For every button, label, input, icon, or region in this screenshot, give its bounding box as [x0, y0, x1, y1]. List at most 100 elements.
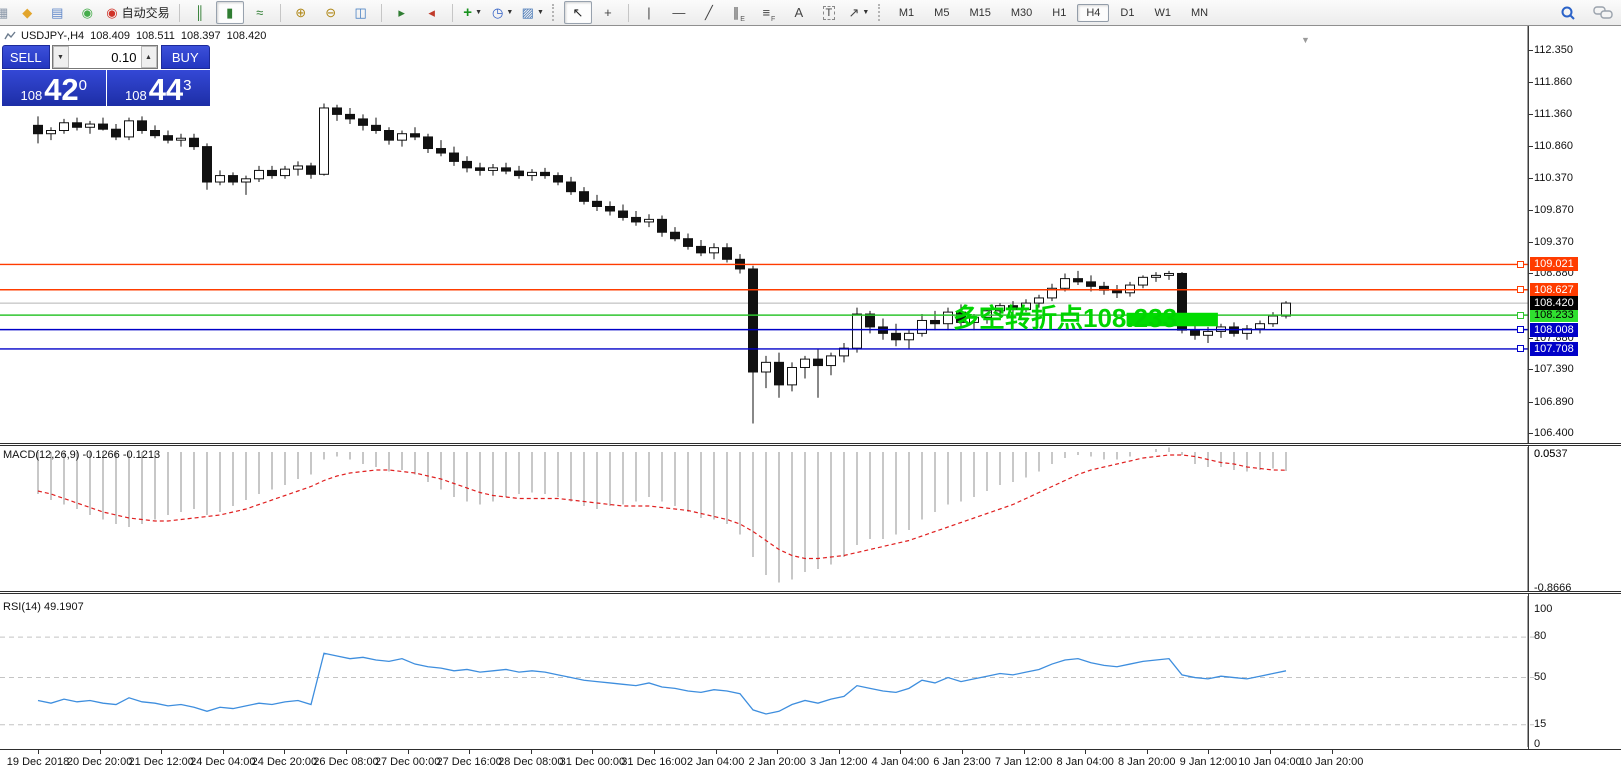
- macd-canvas[interactable]: [0, 447, 1621, 591]
- time-axis-label: 10 Jan 04:00: [1238, 756, 1302, 768]
- chart-page-icon[interactable]: ▤: [43, 1, 71, 24]
- timeframe-MN[interactable]: MN: [1190, 6, 1209, 19]
- dropdown-arrow-icon[interactable]: ▼: [862, 9, 870, 16]
- lot-increase-button[interactable]: ▲: [140, 46, 157, 68]
- panel-splitter[interactable]: [0, 591, 1621, 594]
- timeframe-M15[interactable]: M15: [969, 6, 991, 19]
- timeframe-D1[interactable]: D1: [1120, 6, 1135, 19]
- candle: [904, 330, 914, 350]
- dropdown-arrow-icon[interactable]: ▼: [506, 9, 514, 16]
- candle: [618, 204, 628, 221]
- dropdown-arrow-icon[interactable]: ▼: [475, 9, 482, 16]
- candle: [137, 116, 147, 134]
- level-line-handle[interactable]: [1517, 260, 1524, 268]
- buy-button[interactable]: BUY: [160, 45, 210, 69]
- buy-quote[interactable]: 108 44 3: [106, 70, 210, 107]
- chart-window-icon[interactable]: ▦: [0, 1, 11, 24]
- autotrade-icon[interactable]: ◉ 自动交易: [103, 1, 172, 24]
- chart-shift-marker[interactable]: ▼: [1301, 35, 1310, 45]
- turning-point-annotation[interactable]: 多空转折点108.233: [953, 303, 1177, 334]
- timeframe-H4[interactable]: H4: [1077, 3, 1110, 22]
- time-axis-tick: [38, 750, 39, 754]
- equidistant-channel-icon[interactable]: ∥ E: [732, 4, 745, 24]
- rsi-label: RSI(14) 49.1907: [3, 601, 84, 613]
- price-axis-tick: [1528, 209, 1533, 211]
- zoom-in-icon[interactable]: ⊕: [287, 1, 315, 24]
- line-chart-icon: ≈: [256, 5, 264, 20]
- auto-scroll-icon[interactable]: ▸: [388, 1, 416, 24]
- bar-chart-icon[interactable]: ║: [186, 1, 214, 24]
- cursor-icon[interactable]: ↖: [563, 1, 592, 24]
- macd-label: MACD(12,26,9) -0.1266 -0.1213: [3, 449, 161, 461]
- candle: [241, 175, 251, 195]
- toolbar-separator: [279, 3, 281, 22]
- candle: [1086, 275, 1096, 292]
- time-axis-tick: [1208, 750, 1210, 754]
- candle: [475, 162, 485, 176]
- timeframe-M30[interactable]: M30: [1010, 6, 1033, 19]
- text-label-icon[interactable]: T: [815, 1, 843, 24]
- level-line-handle[interactable]: [1517, 286, 1524, 294]
- price-axis-tick: [1528, 273, 1533, 275]
- arrows-icon: ↗: [848, 4, 860, 20]
- time-axis-label: 6 Jan 23:00: [933, 756, 991, 768]
- price-axis-tick-label: 106.890: [1534, 395, 1574, 408]
- templates-icon[interactable]: ▨ ▼: [519, 1, 547, 24]
- rsi-canvas[interactable]: [0, 596, 1621, 747]
- candlestick-chart-icon[interactable]: ▮: [215, 1, 244, 24]
- chat-icon[interactable]: [1589, 1, 1617, 24]
- candle: [1060, 273, 1070, 292]
- new-order-icon[interactable]: ◆: [13, 1, 41, 24]
- dropdown-arrow-icon[interactable]: ▼: [536, 9, 544, 16]
- lot-decrease-button[interactable]: ▼: [52, 46, 69, 68]
- sell-quote[interactable]: 108 42 0: [2, 70, 106, 107]
- candle: [826, 352, 836, 376]
- candle: [709, 243, 719, 260]
- level-line-handle[interactable]: [1517, 326, 1524, 334]
- time-axis-label: 3 Jan 12:00: [810, 756, 868, 768]
- time-axis-tick: [592, 750, 594, 754]
- horizontal-line-icon[interactable]: —: [665, 1, 693, 24]
- add-indicator-icon[interactable]: + ▼: [459, 1, 487, 24]
- tile-windows-icon[interactable]: ◫: [347, 1, 375, 24]
- time-axis-label: 10 Jan 20:00: [1299, 756, 1364, 768]
- price-axis-tick-label: 111.860: [1534, 75, 1573, 88]
- panel-splitter[interactable]: [0, 443, 1621, 446]
- fibonacci-icon[interactable]: ≡ F: [762, 5, 776, 23]
- main-chart-canvas[interactable]: [0, 26, 1621, 443]
- timeframe-H1[interactable]: H1: [1052, 6, 1067, 19]
- signals-icon: ◉: [81, 4, 93, 20]
- candle: [462, 156, 472, 173]
- level-line-handle[interactable]: [1517, 345, 1524, 353]
- periods-icon[interactable]: ◷ ▼: [489, 1, 517, 24]
- timeframe-W1[interactable]: W1: [1154, 6, 1171, 19]
- crosshair-icon[interactable]: +: [594, 1, 622, 24]
- highlight-rectangle[interactable]: [1126, 312, 1218, 327]
- level-line-handle[interactable]: [1517, 311, 1524, 319]
- candle: [969, 314, 979, 331]
- text-icon[interactable]: A: [785, 1, 813, 24]
- one-click-trade-panel: SELL ▼ ▲ BUY 108 42 0 108 44 3: [2, 45, 210, 107]
- time-axis-tick: [962, 750, 963, 754]
- time-axis-tick: [161, 750, 163, 754]
- candle: [761, 355, 771, 389]
- symbol-close: 108.420: [226, 30, 267, 42]
- trendline-icon[interactable]: ╱: [695, 1, 723, 24]
- price-axis-tick: [1528, 113, 1533, 115]
- sell-button[interactable]: SELL: [2, 45, 50, 69]
- zoom-out-icon[interactable]: ⊖: [317, 1, 345, 24]
- timeframe-M5[interactable]: M5: [934, 6, 950, 19]
- candle: [1138, 275, 1148, 289]
- chart-shift-icon[interactable]: ◂: [418, 1, 446, 24]
- arrows-icon[interactable]: ↗ ▼: [845, 1, 873, 24]
- lot-size-input[interactable]: [68, 46, 141, 68]
- signals-icon[interactable]: ◉: [73, 1, 101, 24]
- search-icon[interactable]: [1554, 1, 1582, 24]
- line-chart-icon[interactable]: ≈: [246, 1, 274, 24]
- toolbar-separator: [178, 3, 180, 22]
- vertical-line-icon[interactable]: |: [635, 1, 663, 24]
- time-axis[interactable]: 19 Dec 2018 20 Dec 20:00 21 Dec 12:00 24 De…: [0, 749, 1621, 772]
- time-axis-label: 4 Jan 04:00: [871, 756, 930, 768]
- candle: [1073, 270, 1083, 286]
- timeframe-M1[interactable]: M1: [898, 6, 915, 19]
